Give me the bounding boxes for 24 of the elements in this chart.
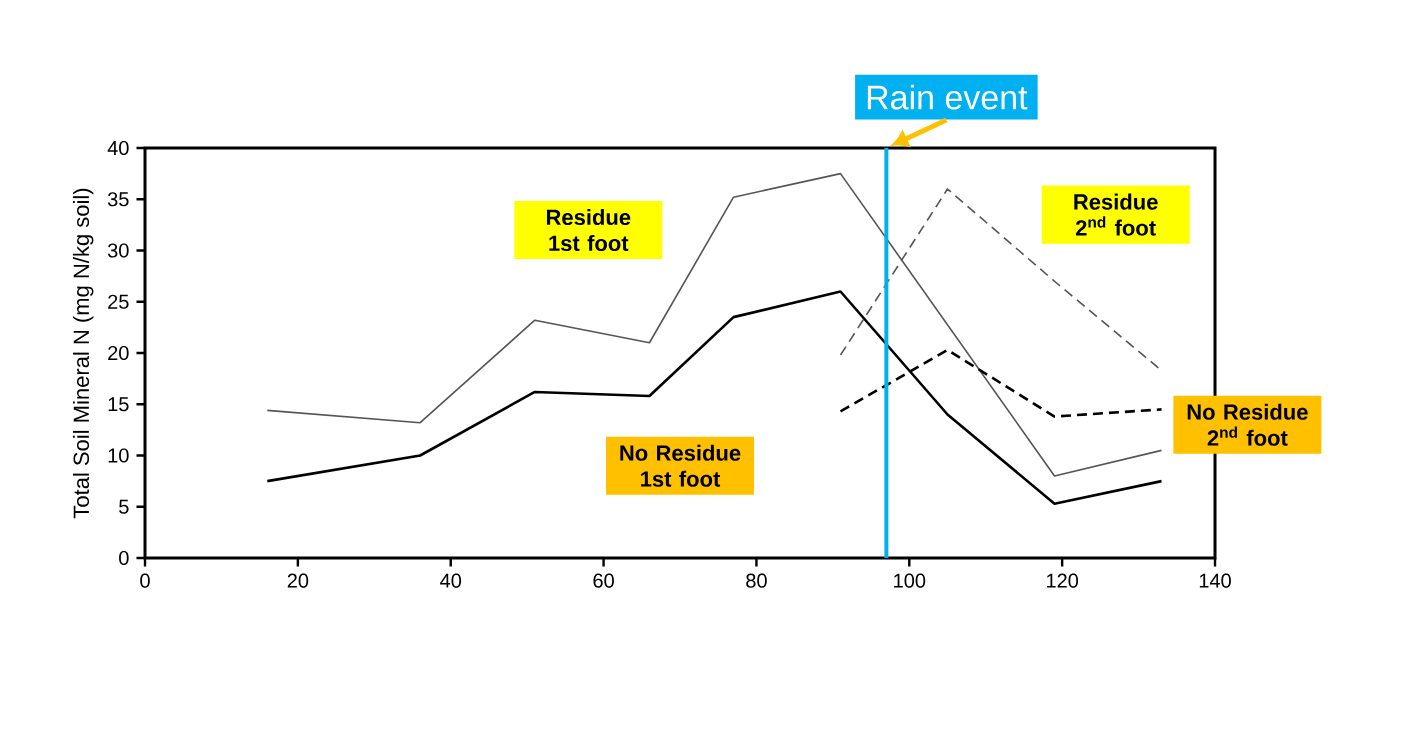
x-tick-label: 140 [1199, 573, 1231, 588]
series-label: No Residue 2$^{nd}$ foot [1187, 403, 1308, 446]
x-tick-label: 40 [440, 573, 462, 588]
text: No Residue 1st foot [620, 444, 741, 487]
x-tick-label: 100 [894, 573, 926, 588]
text: Residue 1st foot [546, 208, 631, 252]
x-tick-label: 0 [140, 573, 150, 588]
y-tick-label: 40 [107, 140, 129, 156]
ref-line-label: Rain event [867, 84, 1028, 110]
y-tick-label: 20 [108, 345, 129, 361]
y-tick-label: 15 [108, 397, 129, 412]
x-tick-label: 120 [1047, 573, 1079, 588]
x-tick-label: 80 [746, 573, 767, 588]
y-tick-label: 25 [108, 294, 129, 309]
y-tick-label: 35 [107, 192, 129, 207]
y-tick-label: 30 [107, 243, 129, 258]
text: Residue 2$^{nd}$ foot [1074, 193, 1158, 236]
y-axis-title: Total Soil Mineral N (mg N/kg soil) [72, 188, 94, 519]
y-tick-label: 5 [119, 499, 129, 514]
x-tick-label: 60 [593, 573, 614, 588]
y-tick-label: 0 [119, 550, 129, 566]
line-series [265, 290, 1163, 505]
y-tick-label: 10 [108, 448, 129, 463]
x-tick-label: 20 [287, 573, 309, 588]
